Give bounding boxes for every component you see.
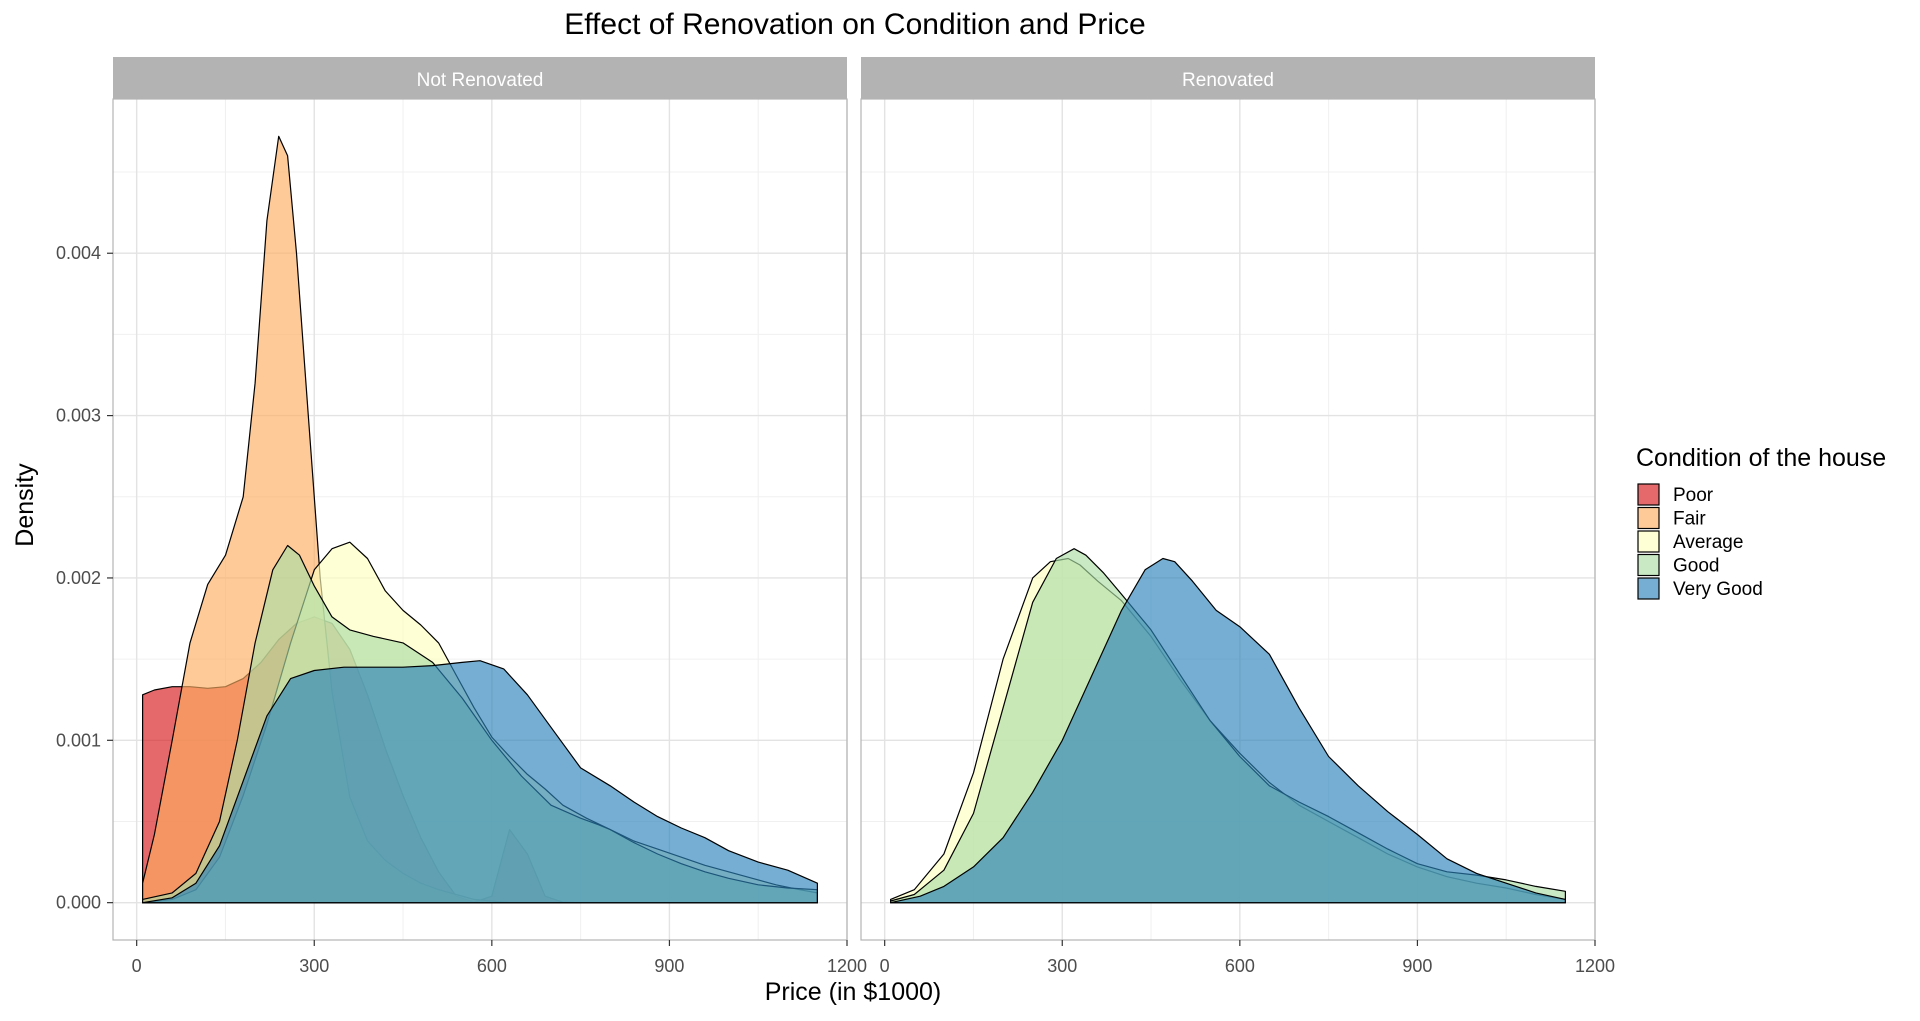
legend-title: Condition of the house bbox=[1636, 444, 1886, 472]
chart-title: Effect of Renovation on Condition and Pr… bbox=[564, 8, 1145, 41]
panel-density-areas-renovated bbox=[890, 548, 1566, 904]
panel-not-renovated: Not Renovated 0 300 600 900 1200 0.0000.0010… bbox=[56, 57, 867, 976]
x-axis-not-renovated: 0 300 600 900 1200 bbox=[132, 940, 867, 976]
x-tick-label: 900 bbox=[1402, 956, 1432, 976]
y-tick-label: 0.004 bbox=[56, 243, 101, 263]
legend-label-poor: Poor bbox=[1673, 485, 1714, 506]
panel-border-not-renovated bbox=[112, 98, 848, 941]
y-tick-label: 0.001 bbox=[56, 730, 101, 750]
x-tick-label: 300 bbox=[1047, 956, 1077, 976]
panel-label-not-renovated: Not Renovated bbox=[417, 70, 544, 91]
panel-strip-not-renovated bbox=[113, 57, 847, 99]
x-tick-label: 1200 bbox=[1575, 956, 1615, 976]
panel-density-areas-not-renovated bbox=[142, 135, 818, 904]
x-tick-label: 900 bbox=[654, 956, 684, 976]
x-tick-label: 0 bbox=[132, 956, 142, 976]
legend-swatch-very-good bbox=[1637, 577, 1660, 600]
y-axis: 0.000 0.001 0.002 0.003 0.004 bbox=[56, 243, 113, 913]
x-tick-label: 600 bbox=[477, 956, 507, 976]
x-tick-label: 1200 bbox=[827, 956, 867, 976]
y-tick-label: 0.003 bbox=[56, 406, 101, 426]
legend-label-average: Average bbox=[1673, 532, 1743, 553]
y-tick-label: 0.002 bbox=[56, 568, 101, 588]
y-axis-label: Density bbox=[11, 463, 39, 547]
density-area-very-good bbox=[890, 557, 1566, 904]
legend-label-good: Good bbox=[1673, 556, 1719, 577]
legend-label-very-good: Very Good bbox=[1673, 579, 1763, 600]
x-tick-label: 0 bbox=[880, 956, 890, 976]
density-area-very-good bbox=[142, 660, 818, 904]
x-tick-label: 300 bbox=[299, 956, 329, 976]
y-tick-label: 0.000 bbox=[56, 893, 101, 913]
panel-renovated: Renovated 0 300 600 900 1200 bbox=[860, 57, 1615, 976]
legend-swatch-average bbox=[1637, 530, 1660, 553]
panel-border-renovated bbox=[860, 98, 1596, 941]
x-axis-label: Price (in $1000) bbox=[765, 978, 941, 1006]
x-tick-label: 600 bbox=[1225, 956, 1255, 976]
legend-label-fair: Fair bbox=[1673, 509, 1706, 530]
legend-swatch-good bbox=[1637, 553, 1660, 577]
x-axis-renovated: 0 300 600 900 1200 bbox=[880, 940, 1615, 976]
panel-strip-renovated bbox=[861, 57, 1595, 99]
legend-swatch-poor bbox=[1637, 483, 1660, 506]
panel-label-renovated: Renovated bbox=[1182, 70, 1274, 91]
legend-swatch-fair bbox=[1637, 506, 1660, 530]
